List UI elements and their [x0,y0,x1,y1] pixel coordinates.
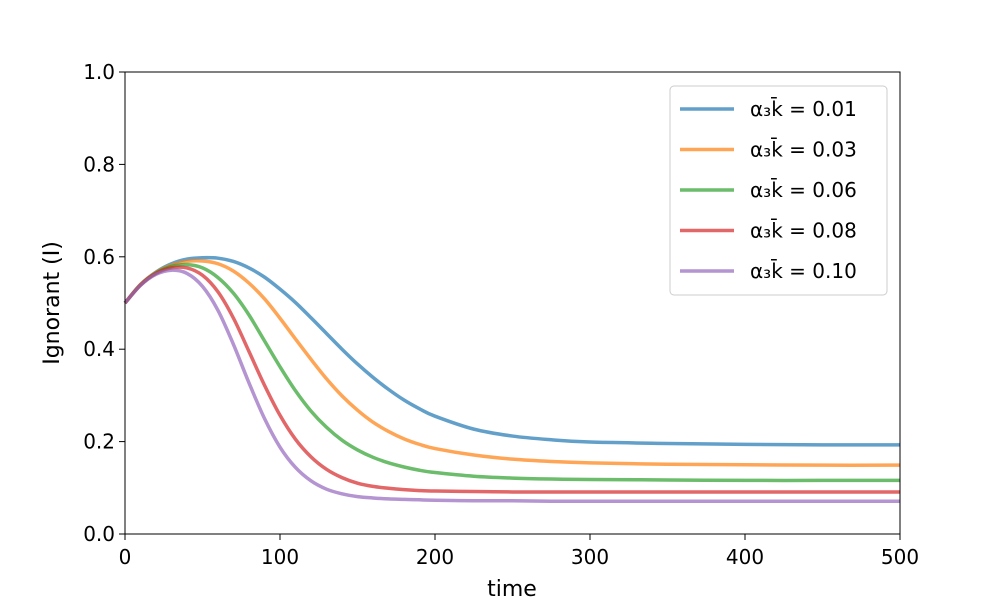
series-line-3 [123,262,900,483]
series-line-4 [123,265,900,494]
series-lines [123,255,901,503]
legend-label-4: α₃k̄ = 0.08 [750,218,857,243]
y-axis-label: Ignorant (I) [40,241,65,365]
x-axis-ticks: 0 100 200 300 400 500 [119,534,919,569]
y-tick-label: 1.0 [83,60,115,84]
y-tick-label: 0.6 [83,245,115,269]
x-tick-label: 200 [416,545,454,569]
x-tick-label: 0 [119,545,132,569]
legend: α₃k̄ = 0.01 α₃k̄ = 0.03 α₃k̄ = 0.06 α₃k̄ = … [669,85,888,296]
x-tick-label: 400 [726,545,764,569]
y-tick-label: 0.0 [83,522,115,546]
legend-box [669,85,888,296]
x-tick-label: 300 [571,545,609,569]
legend-label-5: α₃k̄ = 0.10 [750,258,857,283]
legend-label-3: α₃k̄ = 0.06 [750,177,857,202]
legend-label-1: α₃k̄ = 0.01 [750,96,857,121]
y-tick-label: 0.2 [83,430,115,454]
y-axis-ticks: 0.0 0.2 0.4 0.6 0.8 1.0 [83,60,125,546]
legend-label-2: α₃k̄ = 0.03 [750,137,857,162]
x-tick-label: 100 [261,545,299,569]
series-line-5 [123,268,900,503]
y-tick-label: 0.8 [83,152,115,176]
series-line-1 [123,255,901,447]
y-tick-label: 0.4 [83,337,115,361]
plot-frame [124,71,901,535]
x-axis-label: time [487,577,537,600]
series-line-2 [123,259,901,467]
x-tick-label: 500 [881,545,919,569]
